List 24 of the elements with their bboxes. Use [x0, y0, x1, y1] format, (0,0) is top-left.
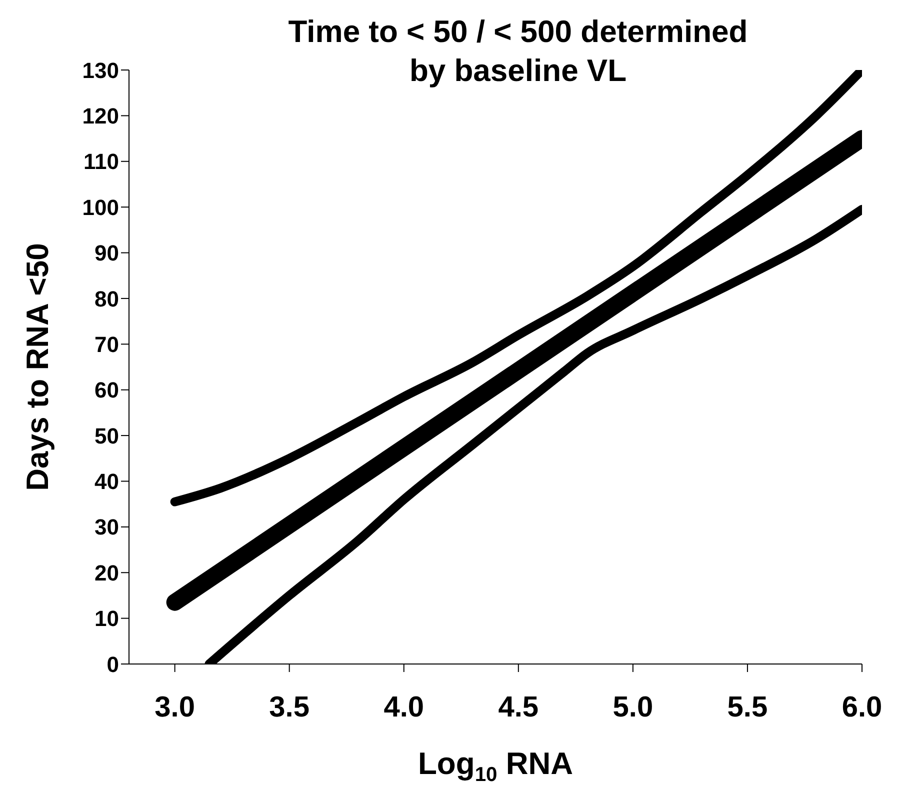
y-tick-label: 60: [94, 378, 119, 403]
y-tick-label: 120: [82, 104, 119, 128]
y-tick-label: 0: [106, 652, 119, 677]
x-axis-title: Log$_{10}$ RNA: [418, 746, 573, 786]
x-tick-label: 4.0: [384, 692, 424, 724]
y-tick-label: 70: [94, 332, 119, 357]
y-tick-label: 30: [94, 514, 119, 540]
x-tick-label: 3.0: [154, 692, 195, 724]
x-tick-label: 5.0: [612, 692, 654, 724]
x-tick-label: 6.0: [842, 692, 882, 724]
chart-title: Time to < 50 / < 500 determined by baseline VL: [287, 13, 749, 90]
y-tick-label: 20: [94, 560, 119, 586]
x-tick-label: 4.5: [498, 692, 539, 724]
y-tick-label: 100: [82, 194, 119, 220]
y-tick-label: 90: [94, 240, 119, 266]
y-tick-label: 10: [94, 606, 119, 632]
y-tick-label: 110: [84, 149, 119, 174]
x-tick-label: 5.5: [727, 692, 768, 724]
y-axis-title: Days to RNA <50: [20, 243, 55, 491]
y-tick-label: 40: [94, 469, 119, 494]
y-tick-label: 50: [94, 423, 119, 448]
y-tick-label: 80: [94, 286, 119, 312]
x-tick-label: 3.5: [269, 692, 310, 724]
y-tick-label: 130: [82, 58, 119, 83]
